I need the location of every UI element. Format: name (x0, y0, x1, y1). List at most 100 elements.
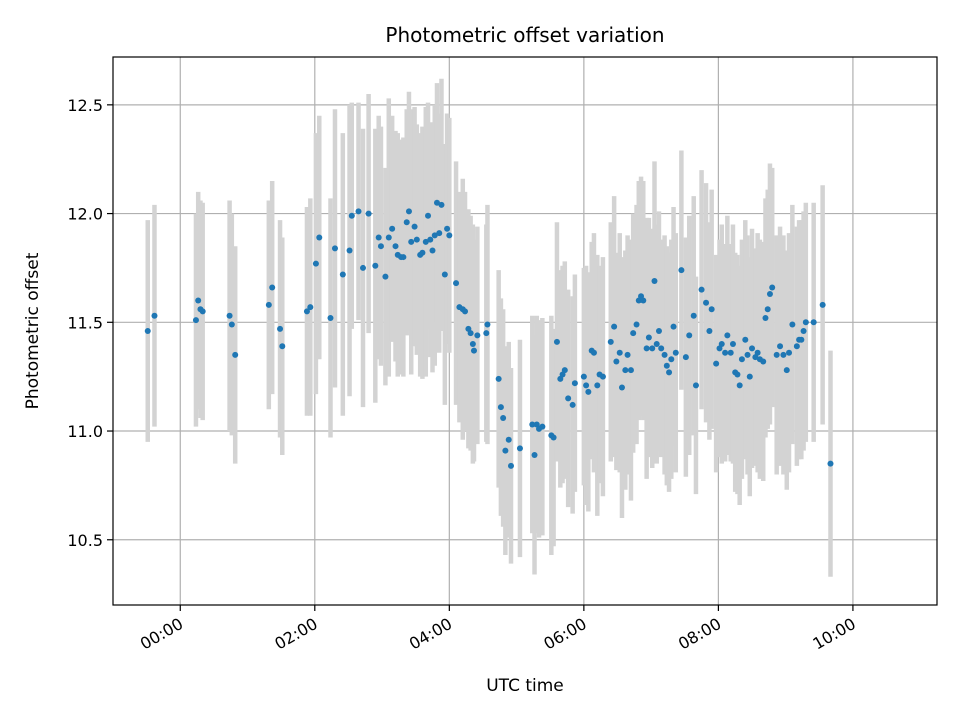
data-point (762, 314, 769, 321)
data-point (441, 271, 448, 278)
data-point (607, 338, 614, 345)
data-point (531, 451, 538, 458)
data-point (408, 238, 415, 245)
data-point (265, 301, 272, 308)
data-point (339, 271, 346, 278)
data-point (372, 262, 379, 269)
data-point (789, 321, 796, 328)
data-point (438, 201, 445, 208)
data-point (786, 349, 793, 356)
data-point (738, 356, 745, 363)
data-point (151, 312, 158, 319)
data-point (269, 284, 276, 291)
data-point (516, 445, 523, 452)
data-point (539, 423, 546, 430)
data-point (663, 362, 670, 369)
data-point (484, 321, 491, 328)
data-point (800, 328, 807, 334)
data-point (453, 280, 460, 287)
data-point (627, 367, 634, 374)
data-point (746, 373, 753, 380)
data-point (744, 351, 751, 358)
data-point (819, 301, 826, 308)
data-point (783, 367, 790, 374)
y-tick-label: 10.5 (67, 531, 103, 550)
data-point (616, 349, 623, 356)
data-point (585, 388, 592, 395)
data-point (550, 434, 557, 441)
data-point (561, 367, 568, 374)
data-point (668, 356, 675, 363)
data-point (793, 343, 800, 350)
data-point (377, 243, 384, 250)
data-point (429, 247, 436, 254)
data-point (375, 234, 382, 241)
data-point (678, 267, 685, 274)
x-axis-label: UTC time (486, 676, 564, 696)
data-point (633, 321, 640, 328)
y-tick-label: 12.0 (67, 205, 103, 224)
data-point (279, 343, 286, 350)
data-point (469, 341, 476, 348)
data-point (618, 384, 625, 391)
y-tick-label: 11.5 (67, 313, 103, 332)
data-point (360, 264, 367, 271)
data-point (444, 225, 451, 232)
data-point (427, 236, 434, 243)
data-point (431, 232, 438, 239)
data-point (798, 336, 805, 343)
data-point (643, 345, 650, 352)
data-point (698, 286, 705, 293)
data-point (382, 273, 389, 280)
data-point (670, 323, 677, 330)
data-point (624, 351, 631, 358)
data-point (199, 308, 206, 315)
data-point (777, 343, 784, 350)
plot-frame (112, 56, 938, 606)
data-point (470, 347, 477, 354)
data-point (706, 328, 713, 334)
data-point (630, 330, 637, 337)
data-point (722, 349, 729, 356)
data-point (810, 319, 817, 326)
data-point (611, 323, 618, 330)
data-point (348, 212, 355, 219)
data-point (764, 306, 771, 313)
data-point (474, 332, 481, 339)
data-point (413, 236, 420, 243)
data-point (436, 230, 443, 237)
data-point (316, 234, 323, 241)
data-point (400, 254, 407, 261)
data-point (682, 354, 689, 361)
y-tick-label: 12.5 (67, 96, 103, 115)
data-point (734, 371, 741, 378)
data-point (686, 332, 693, 339)
data-point (769, 284, 776, 291)
data-point (749, 345, 756, 352)
data-point (502, 447, 509, 454)
data-point (703, 299, 710, 306)
data-point (565, 395, 572, 402)
data-point (495, 375, 502, 382)
data-point (195, 297, 202, 304)
data-point (718, 341, 725, 348)
data-point (613, 358, 620, 365)
data-point (594, 382, 601, 389)
data-point (346, 247, 353, 254)
data-point (649, 345, 656, 352)
data-point (802, 319, 809, 326)
data-point (403, 219, 410, 226)
data-point (422, 238, 429, 245)
data-point (571, 380, 578, 387)
data-point (583, 382, 590, 389)
data-point (754, 349, 761, 356)
data-point (505, 436, 512, 443)
data-point (192, 317, 199, 324)
data-point (653, 341, 660, 348)
data-point (708, 306, 715, 313)
data-point (307, 304, 314, 311)
data-point (690, 312, 697, 319)
data-points (144, 199, 834, 469)
data-point (497, 404, 504, 411)
data-point (365, 210, 372, 217)
